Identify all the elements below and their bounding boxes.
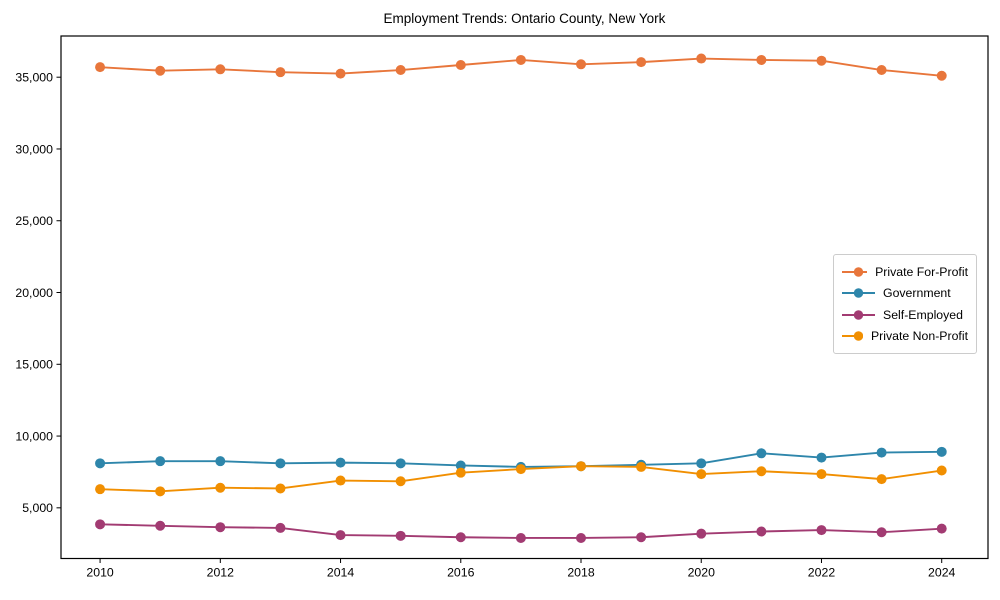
x-tick-label: 2014 [327, 566, 355, 580]
data-point-self-employed [215, 522, 226, 533]
data-point-government [936, 446, 947, 457]
legend-item-government: Government [842, 283, 968, 303]
data-point-private-non-profit [335, 475, 346, 486]
data-point-private-for-profit [816, 55, 827, 66]
data-point-private-for-profit [215, 64, 226, 75]
data-point-self-employed [756, 526, 767, 537]
data-point-self-employed [576, 532, 587, 543]
y-tick-label: 10,000 [15, 429, 53, 443]
data-point-private-for-profit [95, 62, 106, 73]
data-point-private-for-profit [876, 65, 887, 76]
data-point-private-non-profit [696, 469, 707, 480]
data-point-self-employed [455, 532, 466, 543]
data-point-self-employed [515, 532, 526, 543]
legend-marker-dot [853, 309, 864, 320]
x-tick-label: 2020 [688, 566, 716, 580]
y-tick-label: 15,000 [15, 358, 53, 372]
data-point-self-employed [335, 530, 346, 541]
data-point-private-non-profit [756, 466, 767, 477]
data-point-self-employed [816, 525, 827, 536]
legend-item-private-non-profit: Private Non-Profit [842, 326, 968, 346]
legend-marker-private-non-profit [842, 331, 863, 341]
data-point-self-employed [275, 522, 286, 533]
data-point-government [455, 460, 466, 471]
data-point-government [816, 452, 827, 463]
data-point-government [756, 448, 767, 459]
y-tick-label: 30,000 [15, 142, 53, 156]
legend-label: Government [883, 286, 951, 301]
data-point-government [395, 458, 406, 469]
y-tick-label: 5,000 [22, 501, 53, 515]
y-tick-label: 25,000 [15, 214, 53, 228]
x-tick-label: 2016 [447, 566, 475, 580]
data-point-private-non-profit [876, 474, 887, 485]
data-point-self-employed [936, 523, 947, 534]
data-point-government [876, 447, 887, 458]
legend-marker-dot [853, 267, 864, 277]
data-point-self-employed [636, 532, 647, 543]
data-point-government [215, 456, 226, 467]
legend-marker-private-for-profit [842, 267, 868, 277]
legend-label: Self-Employed [883, 307, 963, 322]
y-tick-label: 20,000 [15, 286, 53, 300]
data-point-private-for-profit [515, 54, 526, 65]
data-point-private-non-profit [155, 486, 166, 497]
data-point-self-employed [876, 527, 887, 538]
x-tick-label: 2010 [86, 566, 114, 580]
data-point-government [696, 458, 707, 469]
x-tick-label: 2024 [928, 566, 956, 580]
legend-marker-dot [853, 288, 864, 299]
legend-marker-dot [853, 331, 863, 341]
data-point-private-for-profit [275, 67, 286, 78]
data-point-self-employed [696, 528, 707, 539]
data-point-government [275, 458, 286, 469]
data-point-private-non-profit [275, 483, 286, 494]
legend-marker-government [842, 288, 875, 299]
data-point-government [155, 456, 166, 467]
legend-item-self-employed: Self-Employed [842, 305, 968, 325]
data-point-self-employed [155, 520, 166, 531]
plot-border [60, 35, 989, 560]
data-point-private-for-profit [576, 59, 587, 70]
chart-title: Employment Trends: Ontario County, New Y… [383, 11, 666, 26]
data-point-private-for-profit [756, 54, 767, 65]
data-point-private-for-profit [636, 57, 647, 68]
data-point-government [335, 457, 346, 468]
legend-label: Private Non-Profit [870, 328, 968, 343]
data-point-private-non-profit [455, 467, 466, 478]
legend-label: Private For-Profit [875, 264, 968, 279]
data-point-private-non-profit [515, 464, 526, 475]
data-point-private-for-profit [936, 70, 947, 81]
data-point-self-employed [395, 530, 406, 541]
data-point-private-for-profit [335, 68, 346, 79]
data-point-private-non-profit [816, 469, 827, 480]
data-point-private-non-profit [95, 484, 106, 495]
data-point-private-non-profit [215, 482, 226, 493]
x-tick-label: 2012 [207, 566, 235, 580]
legend-marker-self-employed [842, 309, 875, 320]
data-point-self-employed [95, 519, 106, 530]
data-point-private-non-profit [636, 461, 647, 472]
data-point-private-non-profit [576, 461, 587, 472]
data-point-private-non-profit [395, 476, 406, 487]
data-point-private-for-profit [155, 65, 166, 76]
data-point-private-for-profit [395, 65, 406, 76]
data-point-private-for-profit [455, 59, 466, 70]
legend: Private For-Profit Government Self-Employe… [833, 254, 977, 354]
legend-item-private-for-profit: Private For-Profit [842, 262, 968, 282]
data-point-government [95, 458, 106, 469]
x-tick-label: 2018 [567, 566, 595, 580]
data-point-private-for-profit [696, 53, 707, 64]
x-tick-label: 2022 [808, 566, 836, 580]
y-tick-label: 35,000 [15, 71, 53, 85]
data-point-private-non-profit [936, 465, 947, 476]
